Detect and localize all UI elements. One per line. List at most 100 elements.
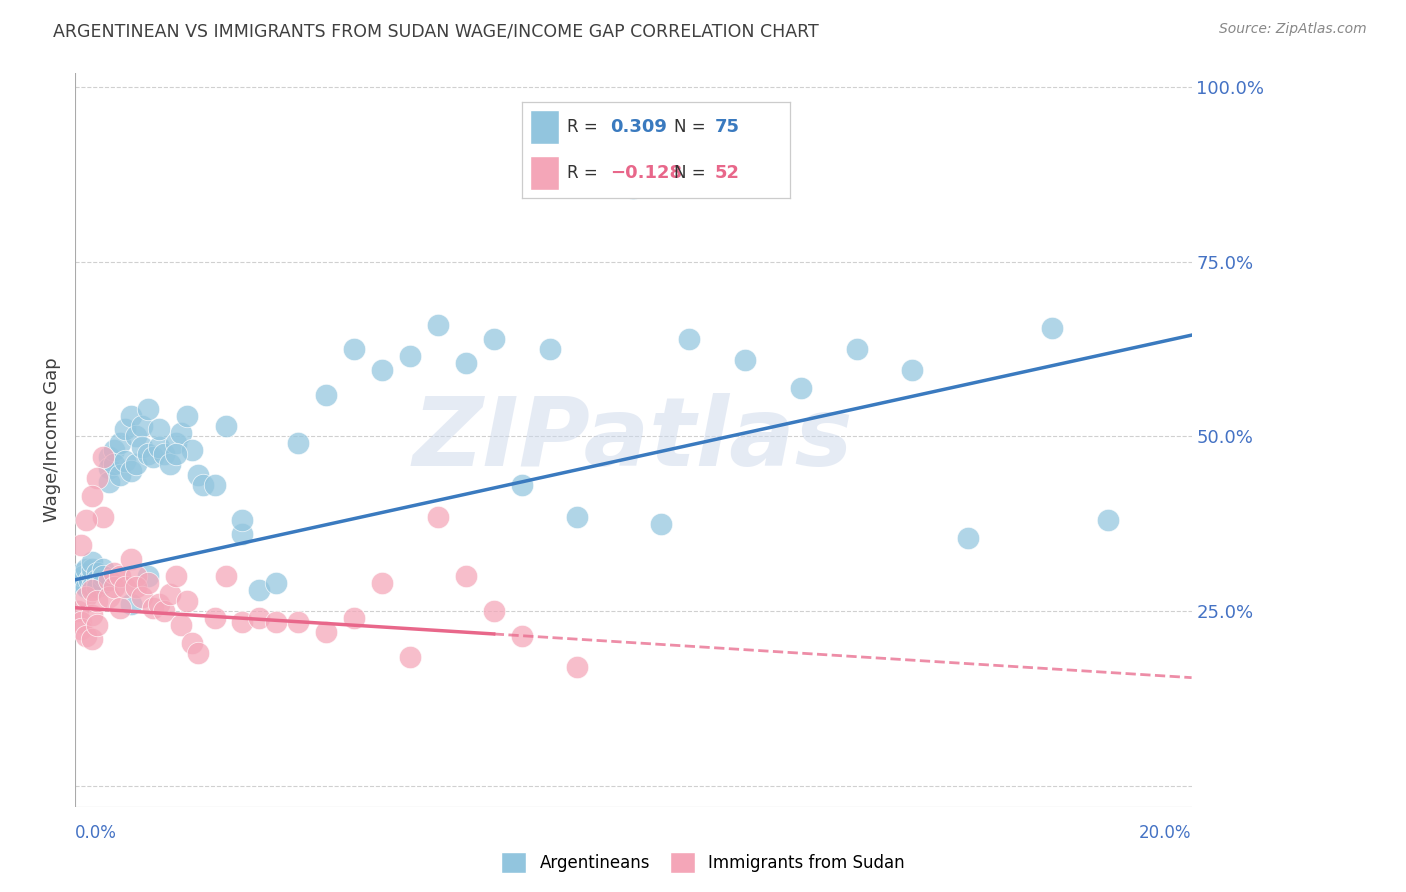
Point (125, 429, 148, 443)
Point (97, 450, 120, 465)
Point (108, 600, 131, 615)
Point (181, 636, 204, 650)
Point (343, 611, 366, 625)
Point (103, 566, 125, 580)
Point (86, 566, 108, 580)
Point (103, 580, 125, 594)
Point (153, 604, 176, 618)
Point (91, 450, 114, 465)
Point (136, 576, 159, 591)
Point (66, 573, 89, 587)
Point (80, 489, 103, 503)
Point (187, 467, 209, 482)
Point (193, 478, 215, 492)
Point (247, 611, 270, 625)
Point (86, 573, 108, 587)
Point (153, 447, 176, 461)
Point (315, 387, 337, 401)
Point (264, 615, 287, 629)
Point (399, 649, 422, 664)
Y-axis label: Wage/Income Gap: Wage/Income Gap (44, 358, 60, 523)
Point (103, 443, 125, 458)
Point (72, 569, 94, 583)
Point (69, 622, 91, 636)
Point (75, 562, 97, 576)
Point (399, 349, 422, 363)
Point (510, 478, 533, 492)
Point (181, 443, 204, 458)
Point (621, 181, 644, 195)
Point (845, 342, 868, 356)
Point (371, 363, 394, 377)
Point (482, 604, 505, 618)
Point (97, 591, 120, 605)
Point (159, 587, 181, 601)
Point (97, 475, 120, 489)
Point (91, 576, 114, 591)
Point (142, 450, 165, 465)
Point (426, 318, 449, 332)
Point (91, 562, 114, 576)
Point (454, 356, 477, 370)
Point (120, 409, 142, 423)
Text: ZIPatlas: ZIPatlas (413, 393, 853, 486)
Point (108, 436, 131, 450)
Point (80, 555, 103, 569)
Point (69, 566, 91, 580)
Point (136, 401, 159, 416)
Point (159, 458, 181, 472)
Point (125, 580, 148, 594)
Point (215, 419, 238, 434)
Point (215, 569, 238, 583)
Point (97, 573, 120, 587)
Point (114, 454, 136, 468)
Point (264, 576, 287, 591)
Point (114, 580, 136, 594)
Point (165, 436, 187, 450)
Point (80, 580, 103, 594)
Point (77, 573, 100, 587)
Point (204, 611, 226, 625)
Point (678, 332, 700, 346)
Point (538, 342, 561, 356)
Point (80, 562, 103, 576)
Point (734, 352, 756, 367)
Text: ARGENTINEAN VS IMMIGRANTS FROM SUDAN WAGE/INCOME GAP CORRELATION CHART: ARGENTINEAN VS IMMIGRANTS FROM SUDAN WAG… (53, 22, 820, 40)
Point (125, 458, 148, 472)
Point (170, 618, 193, 632)
Point (103, 458, 125, 472)
Point (567, 509, 589, 524)
Legend: Argentineans, Immigrants from Sudan: Argentineans, Immigrants from Sudan (495, 846, 911, 880)
Point (343, 342, 366, 356)
Point (75, 629, 97, 643)
Point (131, 440, 153, 454)
Text: 0.0%: 0.0% (75, 824, 117, 842)
Point (510, 629, 533, 643)
Point (120, 551, 142, 566)
Point (204, 478, 226, 492)
Point (75, 513, 97, 527)
Point (148, 597, 170, 611)
Point (108, 467, 131, 482)
Point (1040, 321, 1063, 335)
Point (567, 660, 589, 674)
Point (80, 607, 103, 622)
Point (108, 569, 131, 583)
Point (482, 332, 505, 346)
Point (120, 597, 142, 611)
Point (136, 569, 159, 583)
Point (287, 615, 309, 629)
Point (97, 461, 120, 475)
Point (114, 422, 136, 436)
Point (287, 436, 309, 450)
Point (75, 591, 97, 605)
Point (247, 583, 270, 598)
Point (125, 569, 148, 583)
Point (231, 527, 253, 541)
Point (426, 509, 449, 524)
Point (86, 593, 108, 607)
Point (69, 576, 91, 591)
Point (231, 615, 253, 629)
Point (69, 538, 91, 552)
Point (371, 576, 394, 591)
